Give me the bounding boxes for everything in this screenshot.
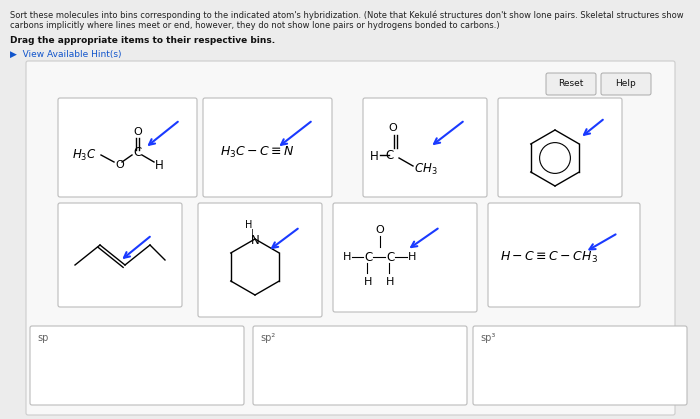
FancyBboxPatch shape — [363, 98, 487, 197]
Text: O: O — [376, 225, 384, 235]
Text: Help: Help — [615, 80, 636, 88]
Text: $H_3C$: $H_3C$ — [72, 147, 97, 163]
Text: carbons implicitly where lines meet or end, however, they do not show lone pairs: carbons implicitly where lines meet or e… — [10, 21, 500, 30]
FancyBboxPatch shape — [546, 73, 596, 95]
Text: H: H — [370, 150, 379, 163]
Text: $H_3C-C\equiv N$: $H_3C-C\equiv N$ — [220, 145, 295, 160]
Text: H: H — [245, 220, 253, 230]
Text: |: | — [251, 229, 253, 239]
Text: H: H — [364, 277, 372, 287]
Text: $H-C\equiv C-CH_3$: $H-C\equiv C-CH_3$ — [500, 249, 598, 264]
Text: C: C — [133, 145, 141, 158]
FancyBboxPatch shape — [253, 326, 467, 405]
FancyBboxPatch shape — [498, 98, 622, 197]
Text: $CH_3$: $CH_3$ — [414, 161, 438, 176]
Text: O: O — [115, 160, 124, 170]
Text: O: O — [133, 127, 141, 137]
Text: C: C — [386, 148, 394, 161]
Text: sp³: sp³ — [480, 333, 496, 343]
FancyBboxPatch shape — [333, 203, 477, 312]
FancyBboxPatch shape — [473, 326, 687, 405]
Text: Sort these molecules into bins corresponding to the indicated atom's hybridizati: Sort these molecules into bins correspon… — [10, 10, 684, 20]
Text: H: H — [343, 252, 351, 262]
Text: ▶  View Available Hint(s): ▶ View Available Hint(s) — [10, 50, 122, 59]
Text: O: O — [389, 123, 398, 133]
Text: Drag the appropriate items to their respective bins.: Drag the appropriate items to their resp… — [10, 36, 275, 45]
Text: C: C — [364, 251, 372, 264]
FancyBboxPatch shape — [30, 326, 244, 405]
FancyBboxPatch shape — [58, 203, 182, 307]
Text: N: N — [251, 233, 260, 246]
FancyBboxPatch shape — [601, 73, 651, 95]
Text: Reset: Reset — [559, 80, 584, 88]
Text: H: H — [386, 277, 394, 287]
Text: H: H — [155, 158, 164, 171]
Text: H: H — [408, 252, 416, 262]
FancyBboxPatch shape — [26, 61, 675, 415]
Text: sp: sp — [37, 333, 48, 343]
FancyBboxPatch shape — [488, 203, 640, 307]
Text: sp²: sp² — [260, 333, 275, 343]
FancyBboxPatch shape — [203, 98, 332, 197]
FancyBboxPatch shape — [58, 98, 197, 197]
FancyBboxPatch shape — [198, 203, 322, 317]
Text: C: C — [386, 251, 394, 264]
